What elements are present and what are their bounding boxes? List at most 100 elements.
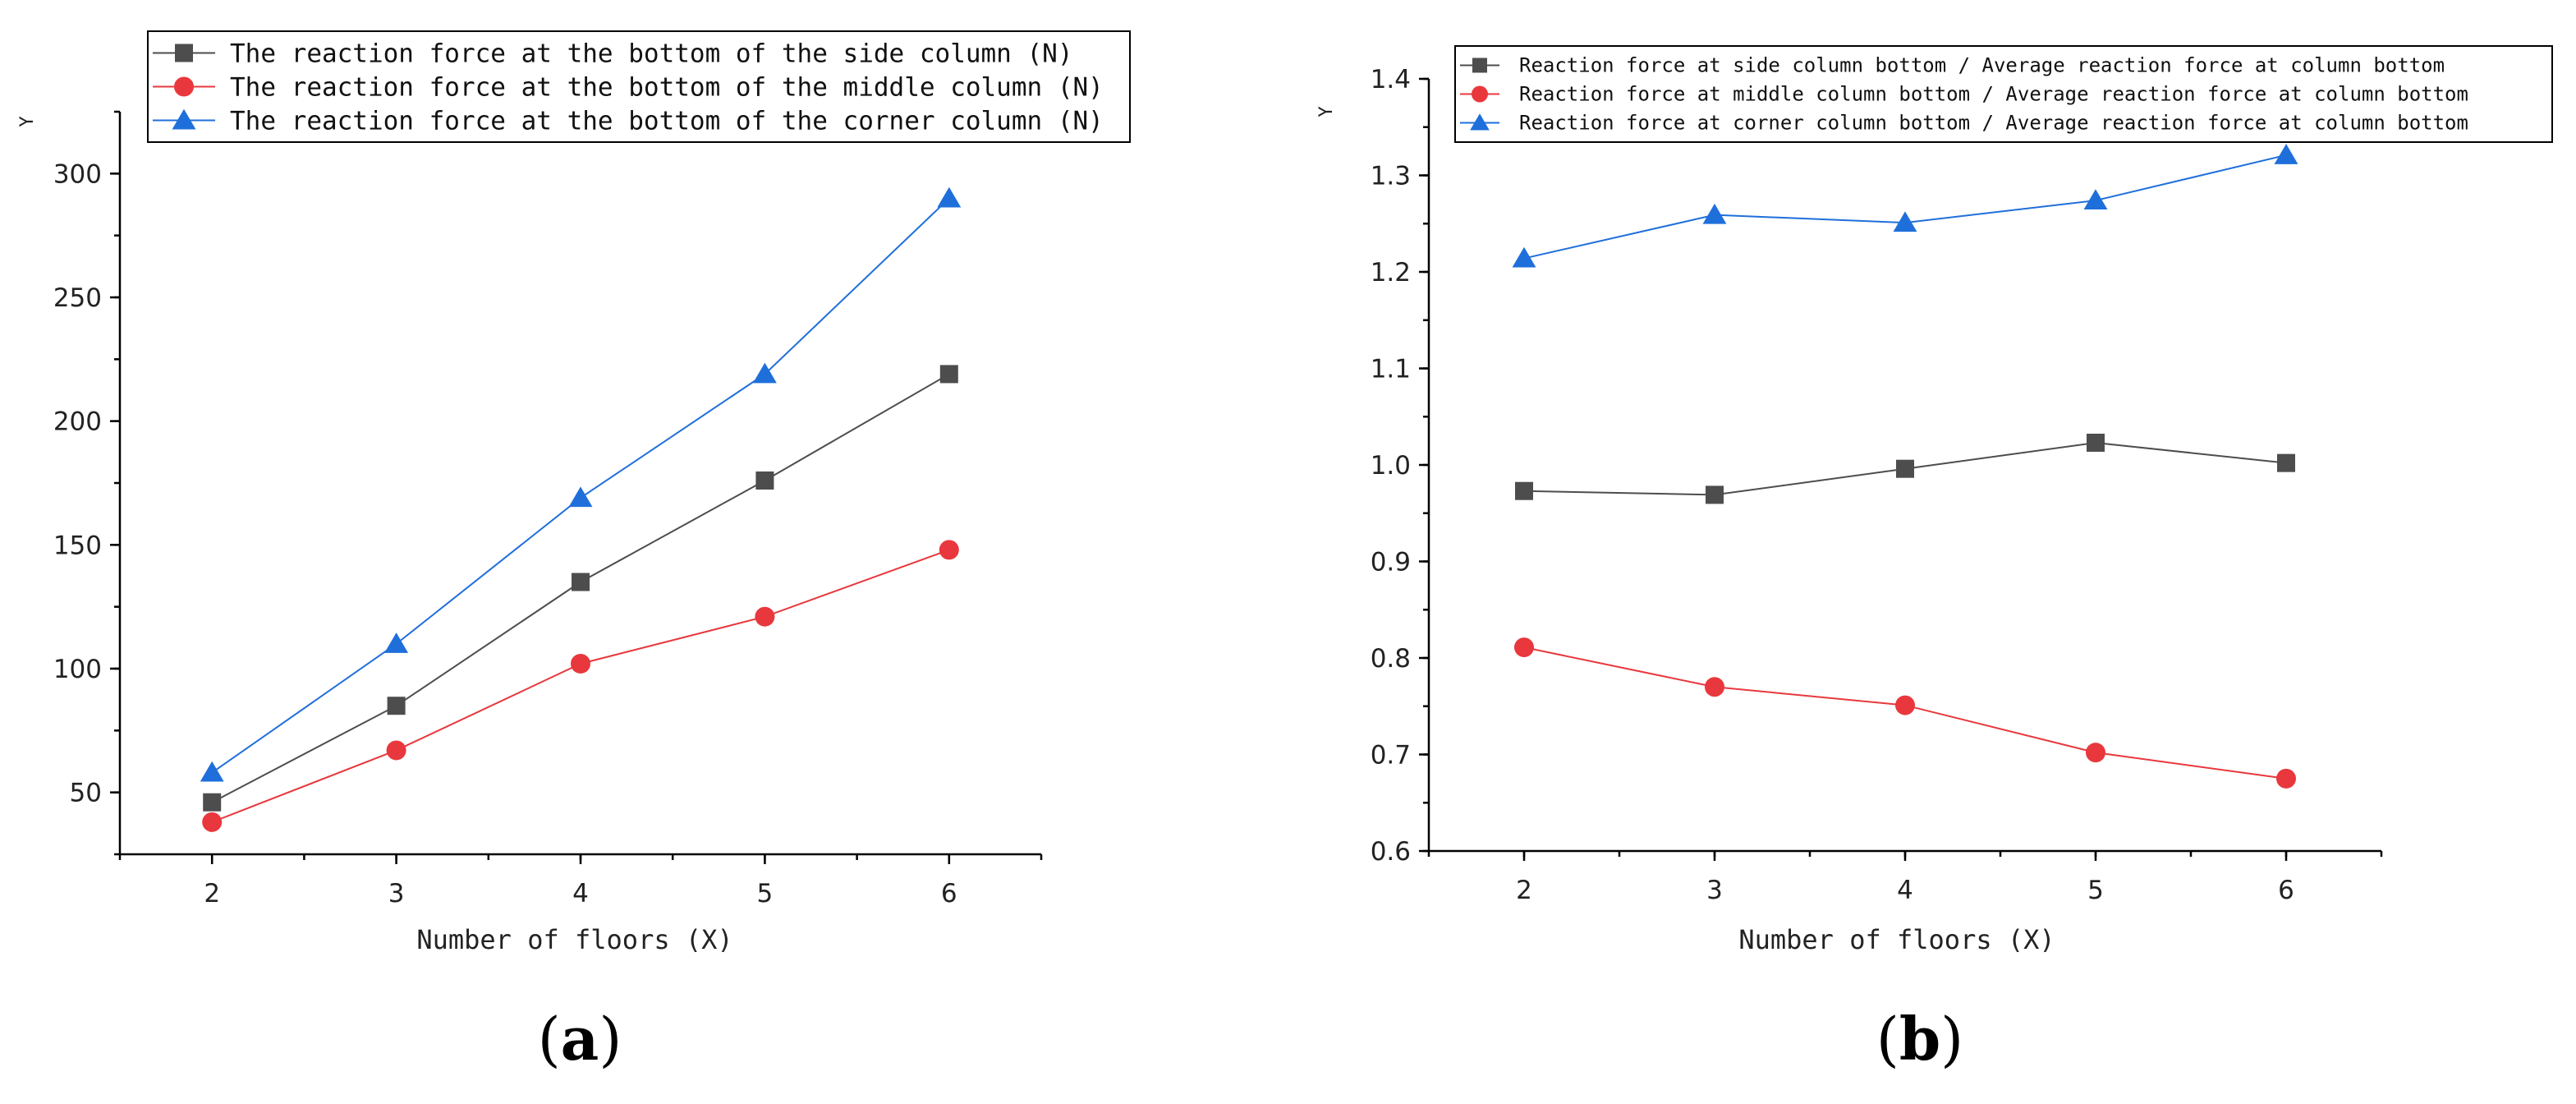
y-tick-label: 1.3 [1371,162,1411,191]
y-tick-label: 1.1 [1371,355,1411,384]
y-tick-label: 150 [53,531,102,560]
series-circle [202,540,959,832]
legend-marker [175,44,193,62]
data-point [937,186,962,208]
legend-item: The reaction force at the bottom of the … [153,107,1104,136]
x-tick-label: 3 [1706,876,1723,905]
legend-label: The reaction force at the bottom of the … [230,107,1104,136]
data-point [1895,695,1915,715]
data-point [1896,459,1914,478]
series-triangle [200,186,962,782]
data-point [2087,433,2105,452]
legend-label: Reaction force at side column bottom / A… [1519,54,2445,77]
data-point [1512,246,1536,268]
data-point [203,793,222,812]
data-point [755,471,774,490]
data-point [202,812,223,832]
panel-label-open: ( [538,1005,561,1074]
legend-box [1454,45,2553,143]
y-tick-label: 1.0 [1371,451,1411,481]
data-point [939,365,958,384]
series-square [203,365,958,812]
y-axis-title: Y [1316,106,1337,117]
x-tick-label: 5 [757,879,774,908]
data-point [384,632,409,653]
panel-label-open: ( [1876,1005,1899,1074]
data-point [2086,743,2105,763]
legend: The reaction force at the bottom of the … [147,30,1131,143]
y-tick-label: 0.9 [1371,548,1411,577]
series-line [1523,154,2287,260]
x-tick-label: 6 [941,879,957,908]
data-point [386,740,406,761]
x-axis-title: Number of floors (X) [1738,924,2055,955]
chart-a: 50 100 150 200 250 300 2 3 4 5 6 Y Number of floors … [17,30,1131,1074]
legend-item: Reaction force at middle column bottom /… [1460,83,2468,106]
x-tick-label: 6 [2278,876,2294,905]
legend-marker [1470,113,1490,131]
y-tick-label: 1.4 [1371,65,1411,94]
x-tick-label: 3 [388,879,405,908]
data-point [939,540,959,560]
legend-item: The reaction force at the bottom of the … [153,73,1104,103]
data-point [2276,768,2296,789]
legend-label: Reaction force at middle column bottom /… [1519,83,2468,106]
legend-marker [1472,58,1487,73]
chart-b: 0.6 0.7 0.8 0.9 1.0 1.1 1.2 1.3 1.4 2 3 4 5 6 Y Number … [1316,45,2553,1074]
y-tick-label: 250 [53,283,102,313]
legend-box [147,30,1131,143]
panel-label-letter: a [561,1004,599,1074]
y-tick-label: 1.2 [1371,258,1411,288]
x-tick-label: 4 [572,879,589,908]
y-tick-label: 300 [53,159,102,189]
data-point [571,653,590,674]
y-axis-title: Y [17,116,38,126]
y-tick-label: 50 [70,779,102,808]
data-point [752,362,777,384]
data-point [1515,481,1533,500]
x-tick-label: 4 [1897,876,1913,905]
x-tick-label: 5 [2087,876,2104,905]
legend-marker [174,76,194,97]
data-point [2083,189,2108,210]
legend-item: Reaction force at corner column bottom /… [1460,112,2468,135]
x-tick-label: 2 [204,879,220,908]
data-point [1893,211,1917,232]
panel-label: (a) [538,1004,622,1074]
x-axis-title: Number of floors (X) [416,924,732,955]
legend-label: Reaction force at corner column bottom /… [1519,112,2468,135]
legend-label: The reaction force at the bottom of the … [230,73,1104,103]
data-point [1702,203,1727,224]
data-point [2274,144,2298,164]
series-circle [1514,637,2296,789]
legend-marker [172,108,196,130]
data-point [568,486,593,508]
y-tick-label: 200 [53,407,102,437]
panel-label: (b) [1876,1004,1964,1074]
y-tick-label: 0.6 [1371,837,1411,867]
data-point [2277,453,2295,472]
legend-item: Reaction force at side column bottom / A… [1460,54,2445,77]
y-tick-label: 0.7 [1371,741,1411,770]
data-point [1705,677,1724,697]
series-triangle [1512,144,2298,268]
data-point [755,606,775,627]
x-tick-label: 2 [1516,876,1532,905]
data-point [1514,637,1534,658]
data-point [200,761,224,782]
series-square [1515,433,2295,504]
panel-label-close: ) [1940,1005,1963,1074]
data-point [572,573,590,591]
y-tick-label: 100 [53,655,102,684]
panel-label-letter: b [1899,1004,1940,1074]
data-point [387,697,406,715]
legend-label: The reaction force at the bottom of the … [230,39,1073,69]
legend-item: The reaction force at the bottom of the … [153,39,1073,69]
legend: Reaction force at side column bottom / A… [1454,45,2553,143]
panel-label-close: ) [599,1005,622,1074]
data-point [1706,485,1724,504]
y-tick-label: 0.8 [1371,644,1411,674]
series-line [211,197,950,774]
legend-marker [1472,85,1488,103]
